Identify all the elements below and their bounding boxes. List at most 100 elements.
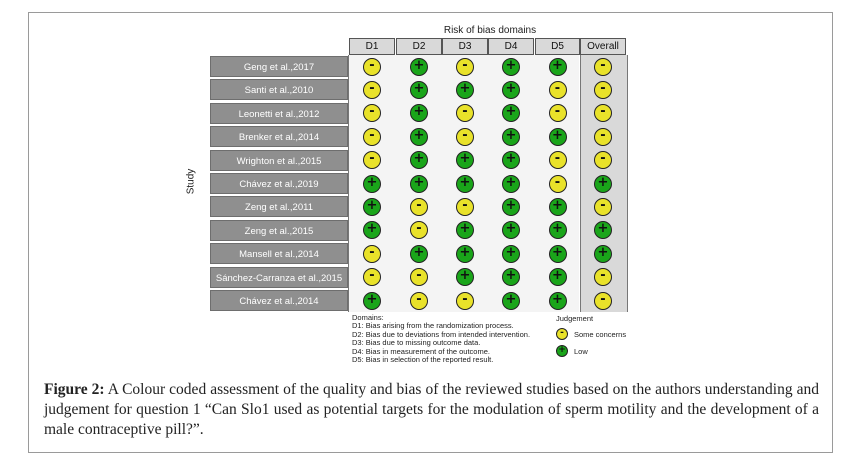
low-risk-icon: + [502,197,520,216]
judgement-legend-label: Some concerns [574,329,627,339]
low-risk-icon: + [410,127,428,146]
domains-legend-item: D2: Bias due to deviations from intended… [352,329,531,339]
some-concerns-icon: - [410,197,428,216]
low-risk-icon: + [410,151,428,170]
low-risk-icon: + [502,104,520,123]
column-header-d2: D2 [396,38,442,55]
low-risk-icon: + [410,104,428,123]
low-risk-icon: + [456,151,474,170]
caption-text: A Colour coded assessment of the quality… [44,381,819,438]
some-concerns-icon: - [363,57,381,76]
low-risk-icon: + [502,174,520,193]
some-concerns-icon: - [456,127,474,146]
low-risk-icon: + [410,80,428,99]
some-concerns-icon: - [410,221,428,240]
low-risk-icon: + [410,174,428,193]
domains-legend-item: D3: Bias due to missing outcome data. [352,338,481,348]
low-risk-icon: + [548,127,567,146]
caption-label: Figure 2: [44,381,105,398]
low-risk-icon: + [502,268,520,287]
some-concerns-icon: - [594,104,612,123]
some-concerns-icon: - [548,151,567,170]
low-risk-icon: + [556,345,568,357]
study-label: Geng et al.,2017 [210,56,348,77]
some-concerns-icon: - [456,291,474,310]
low-risk-icon: + [548,57,567,76]
some-concerns-icon: - [363,80,381,99]
low-risk-icon: + [502,151,520,170]
column-header-overall: Overall [580,38,626,55]
study-label: Sánchez-Carranza et al.,2015 [210,266,348,288]
study-label: Chávez et al.,2014 [210,290,348,311]
risk-of-bias-title: Risk of bias domains [443,25,537,36]
study-label: Zeng et al.,2011 [210,196,348,218]
column-header-d1: D1 [349,38,395,55]
study-label: Leonetti et al.,2012 [210,102,348,124]
low-risk-icon: + [548,197,567,216]
some-concerns-icon: - [363,127,381,146]
some-concerns-icon: - [363,104,381,123]
study-label: Zeng et al.,2015 [210,219,348,241]
some-concerns-icon: - [363,244,381,263]
some-concerns-icon: - [456,57,474,76]
judgement-legend-heading: Judgement [556,314,594,323]
domains-legend-item: D5: Bias in selection of the reported re… [352,355,494,365]
judgement-legend-item: + Low [556,345,626,357]
domains-legend-heading: Domains: [352,313,384,322]
low-risk-icon: + [363,291,381,310]
study-axis-label: Study [185,168,197,195]
study-label: Wrighton et al.,2015 [210,149,348,171]
some-concerns-icon: - [363,268,381,287]
low-risk-icon: + [548,291,567,310]
some-concerns-icon: - [548,104,567,123]
some-concerns-icon: - [363,151,381,170]
study-label: Mansell et al.,2014 [210,243,348,265]
some-concerns-icon: - [456,197,474,216]
study-label: Chávez et al.,2019 [210,173,348,194]
low-risk-icon: + [363,221,381,240]
judgement-legend: Judgement - Some concerns + Low [556,314,626,357]
domains-legend-item: D4: Bias in measurement of the outcome. [352,346,490,356]
low-risk-icon: + [456,221,474,240]
low-risk-icon: + [456,174,474,193]
some-concerns-icon: - [456,104,474,123]
some-concerns-icon: - [548,80,567,99]
low-risk-icon: + [363,174,381,193]
judgement-legend-label: Low [574,346,588,356]
some-concerns-icon: - [594,268,612,287]
some-concerns-icon: - [410,268,428,287]
column-header-d5: D5 [535,38,580,55]
some-concerns-icon: - [594,127,612,146]
some-concerns-icon: - [594,151,612,170]
some-concerns-icon: - [556,328,568,340]
low-risk-icon: + [502,127,520,146]
low-risk-icon: + [363,197,381,216]
low-risk-icon: + [410,244,428,263]
low-risk-icon: + [502,291,520,310]
some-concerns-icon: - [548,174,567,193]
domains-legend-item: D1: Bias arising from the randomization … [352,321,514,331]
column-header-d3: D3 [442,38,488,55]
low-risk-icon: + [502,221,520,240]
low-risk-icon: + [456,268,474,287]
low-risk-icon: + [594,221,612,240]
low-risk-icon: + [502,80,520,99]
some-concerns-icon: - [594,57,612,76]
low-risk-icon: + [548,244,567,263]
low-risk-icon: + [594,174,612,193]
study-label: Brenker et al.,2014 [210,126,348,148]
some-concerns-icon: - [410,291,428,310]
judgement-legend-item: - Some concerns [556,328,626,340]
low-risk-icon: + [502,57,520,76]
low-risk-icon: + [456,80,474,99]
low-risk-icon: + [548,268,567,287]
some-concerns-icon: - [594,291,612,310]
low-risk-icon: + [548,221,567,240]
low-risk-icon: + [594,244,612,263]
column-header-d4: D4 [488,38,534,55]
some-concerns-icon: - [594,197,612,216]
low-risk-icon: + [410,57,428,76]
low-risk-icon: + [502,244,520,263]
domains-legend: Domains: D1: Bias arising from the rando… [352,313,531,365]
figure-caption: Figure 2: A Colour coded assessment of t… [44,380,819,440]
